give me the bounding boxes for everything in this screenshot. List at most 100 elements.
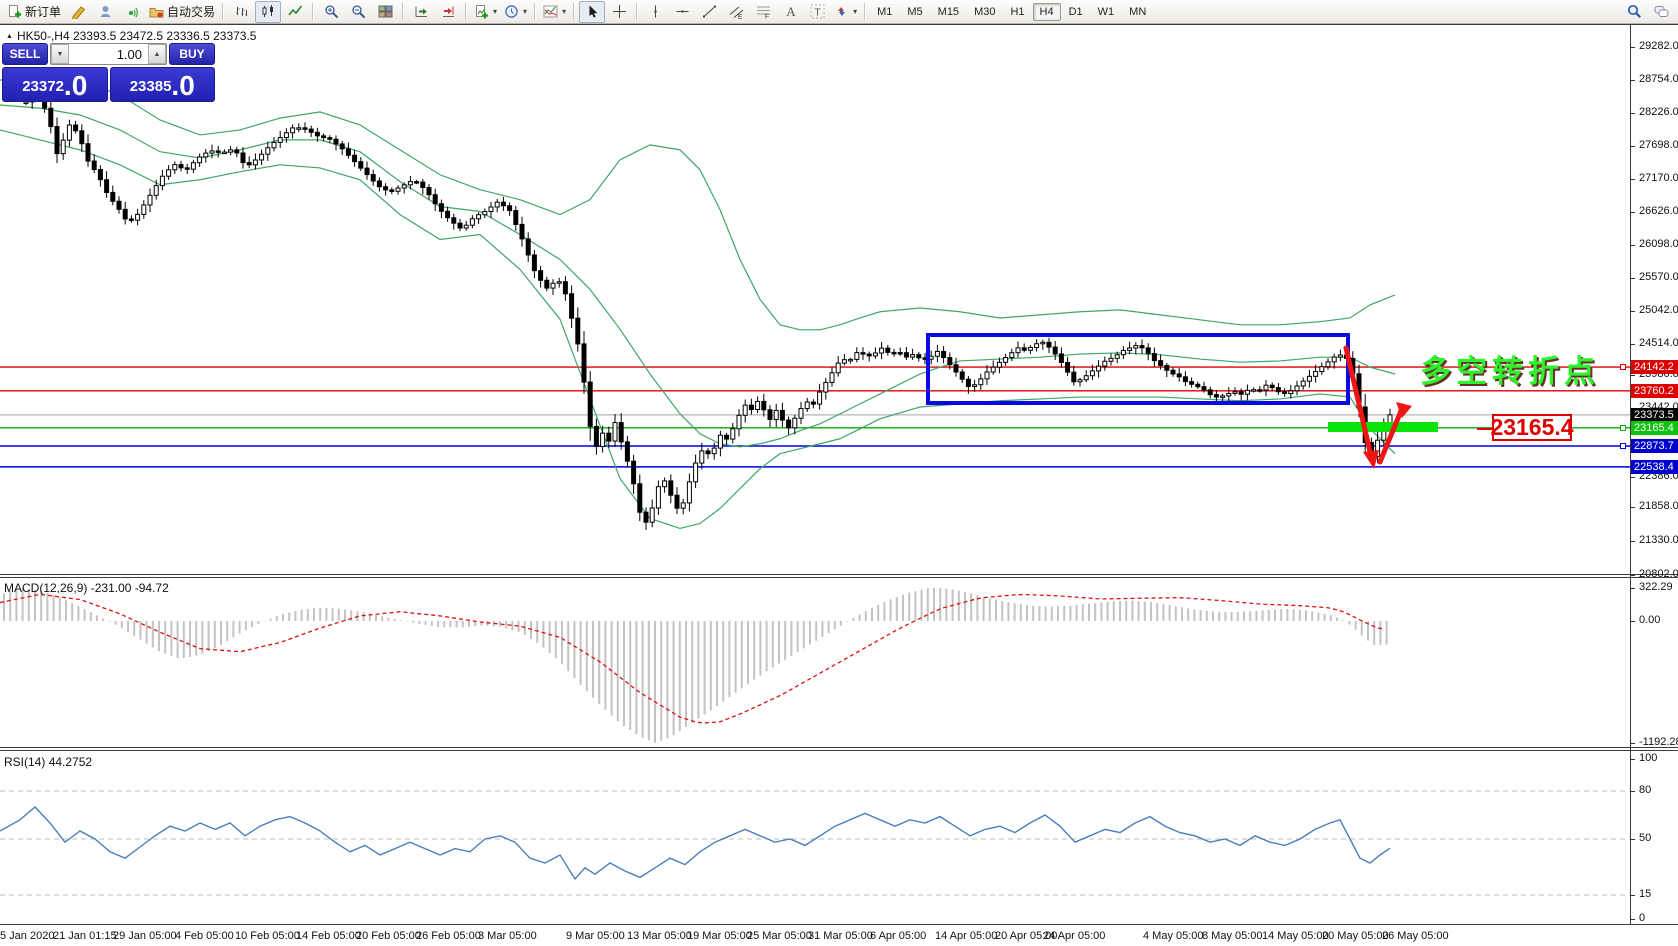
pane-separator-macd[interactable] xyxy=(0,574,1678,578)
price-axis-tick-label: 29282.0 xyxy=(1639,40,1678,52)
buy-price-panel[interactable]: 23385 .0 xyxy=(109,67,215,102)
zoom-out-button[interactable] xyxy=(345,1,371,23)
time-axis-label: 14 Apr 05:00 xyxy=(935,930,998,942)
time-axis-label: 10 Feb 05:00 xyxy=(235,930,300,942)
crosshair-button[interactable] xyxy=(606,1,632,23)
timeframe-mn[interactable]: MN xyxy=(1129,5,1147,18)
chevron-down-icon[interactable]: ▾ xyxy=(523,7,528,16)
volume-stepper: ▼ ▲ xyxy=(50,43,167,65)
search-button[interactable] xyxy=(1621,1,1647,23)
timeframe-m15[interactable]: M15 xyxy=(937,5,960,18)
pane-separator-rsi[interactable] xyxy=(0,747,1678,751)
textA-glyph: A xyxy=(786,4,796,19)
cursor-button[interactable] xyxy=(579,0,606,23)
timeframe-d1[interactable]: D1 xyxy=(1068,5,1083,18)
macd-label: MACD(12,26,9) -231.00 -94.72 xyxy=(4,581,169,595)
macd-canvas[interactable] xyxy=(0,579,1630,747)
fibonacci-button[interactable]: F xyxy=(750,1,776,23)
barchart-glyph xyxy=(236,7,247,16)
editor-glyph xyxy=(71,6,85,19)
rsi-axis-tick-label: 0 xyxy=(1639,912,1646,924)
time-axis-label: 5 Jan 2020 xyxy=(0,930,55,942)
horizontal-line-button[interactable] xyxy=(669,1,695,23)
community-button[interactable] xyxy=(92,1,118,23)
candlestick-chart-button[interactable] xyxy=(255,0,282,23)
newchart-glyph xyxy=(476,5,489,19)
chevron-down-icon[interactable]: ▾ xyxy=(853,7,858,16)
rsi-axis-tick-label: 50 xyxy=(1639,832,1652,844)
rsi-canvas[interactable] xyxy=(0,752,1630,924)
axis-price-label: 22538.4 xyxy=(1631,460,1678,474)
chat-button[interactable] xyxy=(1648,1,1674,23)
signal-glyph xyxy=(128,7,138,18)
main-chart-canvas[interactable] xyxy=(0,24,1630,574)
sell-button[interactable]: SELL xyxy=(2,43,48,65)
object-anchor-marker xyxy=(1620,443,1626,449)
svg-text:T: T xyxy=(814,8,820,19)
bar-chart-button[interactable] xyxy=(228,1,254,23)
time-axis-label: 9 Mar 05:00 xyxy=(566,930,625,942)
price-axis-tick-mark xyxy=(1630,245,1635,246)
timeframe-h4[interactable]: H4 xyxy=(1032,2,1061,21)
timeframe-h1[interactable]: H1 xyxy=(1010,5,1025,18)
metaeditor-button[interactable] xyxy=(65,1,91,23)
text-label-button[interactable]: T xyxy=(804,1,830,23)
time-axis-label: 8 May 05:00 xyxy=(1202,930,1263,942)
buy-price-main: 23385 xyxy=(129,78,172,95)
sell-price-big-digit: .0 xyxy=(63,70,88,101)
line-chart-button[interactable] xyxy=(282,1,308,23)
chevron-down-icon[interactable]: ▾ xyxy=(562,7,567,16)
timeframe-w1[interactable]: W1 xyxy=(1097,5,1115,18)
svg-text:F: F xyxy=(765,14,769,20)
volume-increase-button[interactable]: ▲ xyxy=(148,44,166,64)
auto-scroll-button[interactable] xyxy=(408,1,434,23)
time-axis-label: 20 Apr 05:00 xyxy=(995,930,1058,942)
profiles-button[interactable]: ▾ xyxy=(501,1,530,23)
arrows-button[interactable]: ▾ xyxy=(831,1,860,23)
autotrading-button[interactable]: 自动交易 xyxy=(146,1,218,23)
vertical-line-button[interactable] xyxy=(642,1,668,23)
chart-shift-button[interactable] xyxy=(435,1,461,23)
price-axis-tick-mark xyxy=(1630,146,1635,147)
volume-decrease-button[interactable]: ▼ xyxy=(51,44,69,64)
macd-axis-tick-mark xyxy=(1630,743,1635,744)
chevron-down-icon[interactable]: ▾ xyxy=(493,7,498,16)
timeframe-m30[interactable]: M30 xyxy=(974,5,996,18)
macd-values: -231.00 -94.72 xyxy=(90,581,169,595)
new-order-button[interactable]: 新订单 xyxy=(4,1,64,23)
level-label-connector xyxy=(1477,428,1492,430)
price-axis-tick-mark xyxy=(1630,212,1635,213)
autotrading-button-label: 自动交易 xyxy=(167,5,216,19)
equidistant-channel-button[interactable]: E xyxy=(723,1,749,23)
trendline-glyph xyxy=(702,5,716,18)
rsi-axis-tick-mark xyxy=(1630,895,1635,896)
trendline-button[interactable] xyxy=(696,1,722,23)
chat-glyph xyxy=(1654,6,1668,17)
text-button[interactable]: A xyxy=(777,1,803,23)
zoom-in-button[interactable] xyxy=(318,1,344,23)
candles-glyph xyxy=(262,5,273,17)
rsi-title: RSI(14) xyxy=(4,755,46,769)
timeframe-m1[interactable]: M1 xyxy=(877,5,893,18)
pivot-annotation-text: 多空转折点 xyxy=(1420,354,1600,389)
tiles-glyph xyxy=(378,5,393,18)
market-signal-button[interactable] xyxy=(119,1,145,23)
volume-input[interactable] xyxy=(69,44,148,64)
chart-window: ▲ HK50-,H4 23393.5 23472.5 23336.5 23373… xyxy=(0,24,1678,946)
toolbar-separator xyxy=(636,3,639,20)
price-axis-line xyxy=(1630,24,1631,924)
time-axis-label: 20 Feb 05:00 xyxy=(356,930,421,942)
tile-windows-button[interactable] xyxy=(372,1,398,23)
time-axis-label: 21 Jan 01:15 xyxy=(53,930,117,942)
buy-button[interactable]: BUY xyxy=(169,43,215,65)
timeframe-m5[interactable]: M5 xyxy=(907,5,923,18)
new-chart-button[interactable]: ▾ xyxy=(471,1,500,23)
price-axis-tick-mark xyxy=(1630,541,1635,542)
indicators-button[interactable]: ▾ xyxy=(540,1,569,23)
sell-price-panel[interactable]: 23372 .0 xyxy=(2,67,108,102)
rsi-axis-tick-label: 15 xyxy=(1639,888,1652,900)
time-axis[interactable]: 5 Jan 2020 21 Jan 01:15 29 Jan 05:00 4 Feb … xyxy=(0,925,1678,946)
sell-price-main: 23372 xyxy=(22,78,64,95)
rsi-axis-tick-mark xyxy=(1630,791,1635,792)
price-axis-tick-mark xyxy=(1630,80,1635,81)
